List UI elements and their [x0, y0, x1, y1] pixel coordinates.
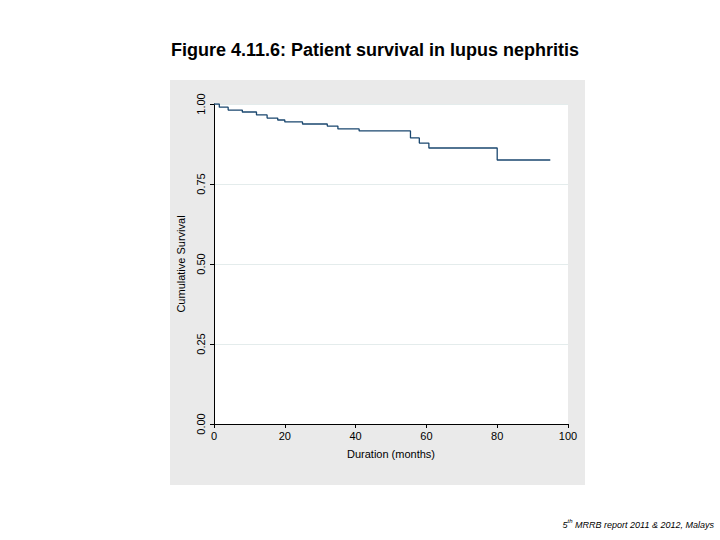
- html-text:5th: 5th: [562, 518, 573, 530]
- svg-text:80: 80: [491, 430, 503, 442]
- svg-text:0: 0: [211, 430, 217, 442]
- svg-text:Figure 4.11.6:: Figure 4.11.6:: [171, 40, 286, 60]
- svg-text:0.00: 0.00: [195, 413, 207, 434]
- svg-text:20: 20: [279, 430, 291, 442]
- svg-text:0.50: 0.50: [195, 253, 207, 274]
- svg-text:1.00: 1.00: [195, 93, 207, 114]
- svg-text:0.75: 0.75: [195, 173, 207, 194]
- svg-text:0.25: 0.25: [195, 333, 207, 354]
- svg-text:Cumulative Survival: Cumulative Survival: [175, 215, 187, 312]
- svg-text:Duration (months): Duration (months): [347, 448, 435, 460]
- svg-text:60: 60: [420, 430, 432, 442]
- svg-text:MRRB report 2011 & 2012, Malay: MRRB report 2011 & 2012, Malays: [573, 520, 715, 530]
- svg-text:40: 40: [349, 430, 361, 442]
- svg-text:100: 100: [559, 430, 577, 442]
- svg-text:Patient survival in lupus neph: Patient survival in lupus nephritis: [286, 40, 579, 60]
